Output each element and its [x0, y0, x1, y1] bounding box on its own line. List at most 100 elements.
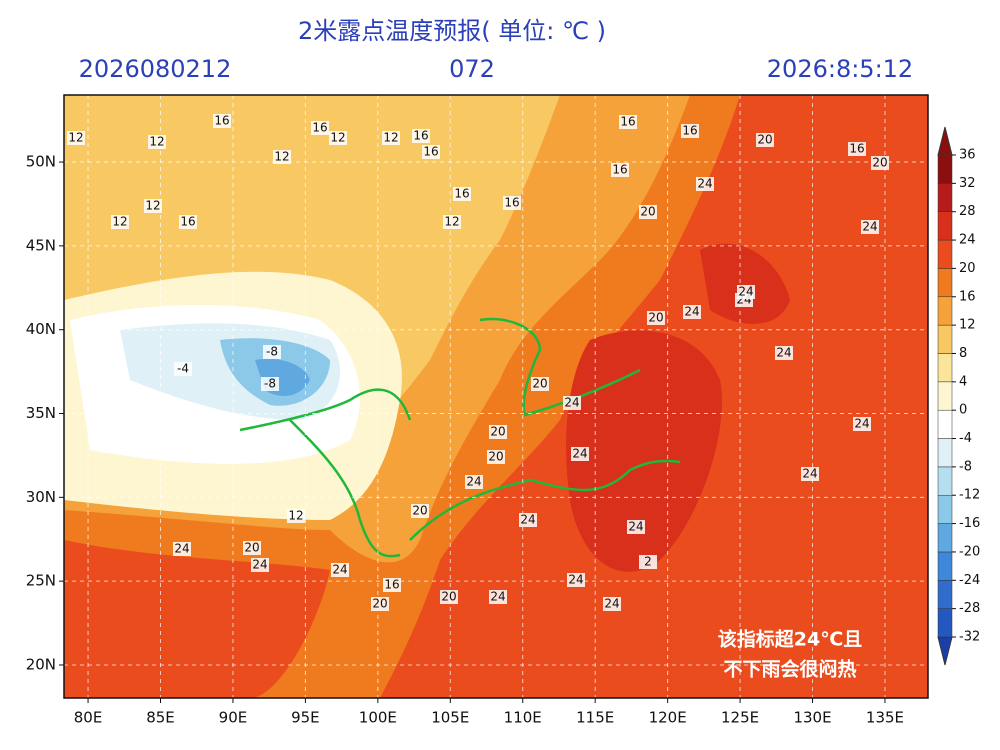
colorbar-segment: [937, 239, 953, 269]
contour-label-bg: [853, 417, 871, 431]
contour-label: 16: [423, 145, 438, 159]
field-28: [566, 330, 722, 572]
contour-label-bg: [801, 467, 819, 481]
contour-label: 24: [568, 573, 583, 587]
contour-label-bg: [273, 150, 291, 164]
contour-label-bg: [503, 196, 521, 210]
x-tick-label: 100E: [359, 709, 397, 727]
contour-label-bg: [848, 142, 866, 156]
contour-label-bg: [329, 131, 347, 145]
colorbar-segment: [937, 551, 953, 581]
river-line: [409, 317, 681, 541]
contour-label: 16: [682, 124, 697, 138]
contour-label: 20: [757, 133, 772, 147]
contour-label-bg: [696, 177, 714, 191]
contour-label: 20: [872, 156, 887, 170]
x-tick-label: 95E: [291, 709, 320, 727]
contour-label-bg: [639, 555, 657, 569]
contour-label-bg: [487, 450, 505, 464]
contour-label-bg: [611, 163, 629, 177]
colorbar-label: -20: [959, 544, 980, 559]
contour-label-bg: [489, 425, 507, 439]
colorbar-label: -32: [959, 630, 980, 645]
contour-label: 20: [532, 377, 547, 391]
contour-label: 24: [520, 513, 535, 527]
contour-label: 12: [274, 150, 289, 164]
contour-label: 24: [738, 285, 753, 299]
y-tick-label: 40N: [26, 320, 56, 338]
colorbar-segment: [937, 324, 953, 354]
contour-label: 2: [644, 555, 652, 569]
contour-label: 16: [384, 578, 399, 592]
contour-label: 24: [252, 558, 267, 572]
colorbar-segment: [937, 154, 953, 184]
contour-label: 16: [312, 121, 327, 135]
x-tick-label: 105E: [431, 709, 469, 727]
contour-label-bg: [519, 513, 537, 527]
contour-label-bg: [681, 124, 699, 138]
contour-label: 16: [214, 114, 229, 128]
colorbar-segment: [937, 466, 953, 496]
colorbar-label: -16: [959, 516, 980, 531]
contour-label-bg: [179, 215, 197, 229]
contour-label-bg: [173, 542, 191, 556]
contour-label: 12: [145, 199, 160, 213]
x-tick-label: 120E: [649, 709, 687, 727]
contour-label-bg: [261, 377, 279, 391]
contour-label: 12: [444, 215, 459, 229]
contour-label-bg: [619, 115, 637, 129]
contour-label-bg: [67, 131, 85, 145]
contour-label-bg: [331, 563, 349, 577]
colorbar-label: 36: [959, 148, 976, 163]
contour-label-bg: [243, 541, 261, 555]
colorbar-segment: [937, 523, 953, 553]
contour-label: 20: [412, 504, 427, 518]
colorbar-segment: [937, 608, 953, 638]
colorbar-label: 8: [959, 346, 967, 361]
contour-label: 16: [454, 187, 469, 201]
contour-label: 16: [413, 129, 428, 143]
y-tick-label: 25N: [26, 572, 56, 590]
colorbar-arrow: [937, 126, 953, 156]
colorbar-label: 32: [959, 176, 976, 191]
contour-label-bg: [489, 590, 507, 604]
contour-label-bg: [287, 509, 305, 523]
valid-time: 2026:8:5:12: [767, 55, 913, 83]
x-tick-label: 90E: [219, 709, 248, 727]
field-28b: [700, 243, 790, 324]
contour-label: 24: [697, 177, 712, 191]
contour-label-bg: [382, 131, 400, 145]
contour-label: 20: [372, 597, 387, 611]
contour-label-bg: [251, 558, 269, 572]
contour-label-bg: [144, 199, 162, 213]
contour-label: 24: [776, 346, 791, 360]
contour-label-bg: [174, 362, 192, 376]
contour-label-bg: [563, 396, 581, 410]
contour-label-bg: [453, 187, 471, 201]
contour-label-bg: [213, 114, 231, 128]
colorbar-segment: [937, 381, 953, 411]
y-tick-label: 45N: [26, 236, 56, 254]
annotation-line: 该指标超24℃且: [718, 628, 862, 651]
contour-label: 24: [628, 520, 643, 534]
contour-label: 12: [383, 131, 398, 145]
contour-label: -4: [177, 362, 189, 376]
contour-label-bg: [627, 520, 645, 534]
axes: 80E 85E 90E 95E 100E 105E 110E 115E 120E 125E 130E…: [26, 153, 904, 727]
colorbar-label: -28: [959, 601, 980, 616]
contour-label: -8: [266, 345, 278, 359]
contour-label: -8: [264, 377, 276, 391]
colorbar-segment: [937, 211, 953, 241]
colorbar-segment: [937, 438, 953, 468]
contour-label: 16: [620, 115, 635, 129]
contour-label: 24: [854, 417, 869, 431]
x-tick-label: 135E: [866, 709, 904, 727]
contour-label-bg: [383, 578, 401, 592]
contour-label: 24: [802, 467, 817, 481]
contour-label-bg: [465, 475, 483, 489]
y-tick-label: 50N: [26, 153, 56, 171]
colorbar-label: 4: [959, 374, 967, 389]
x-tick-label: 85E: [146, 709, 175, 727]
